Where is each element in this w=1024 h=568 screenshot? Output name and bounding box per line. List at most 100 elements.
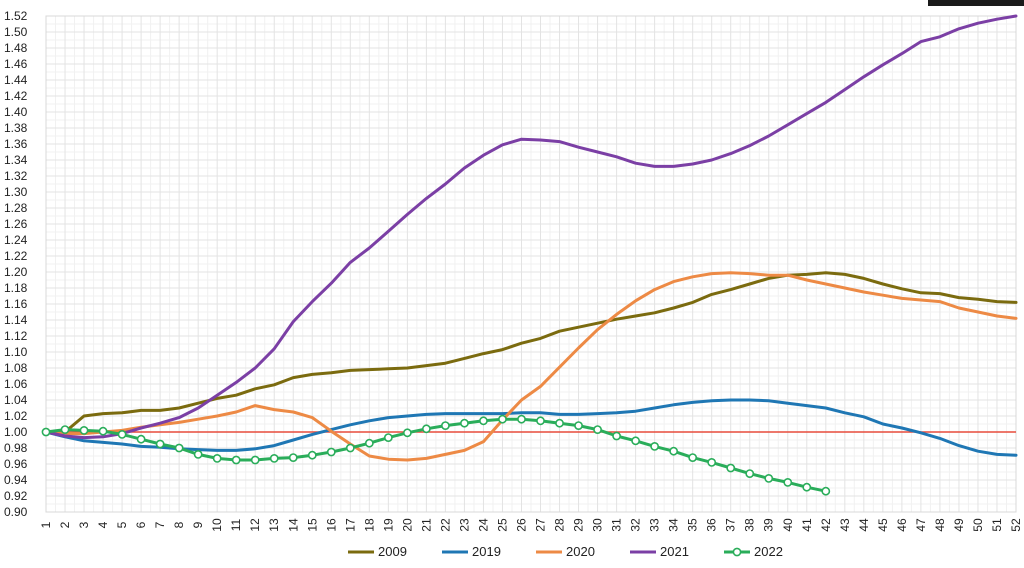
series-point-2022: [328, 448, 335, 455]
x-tick-label: 33: [648, 518, 662, 532]
y-tick-label: 1.16: [4, 297, 28, 311]
x-tick-label: 40: [781, 518, 795, 532]
x-tick-label: 10: [210, 518, 224, 532]
x-tick-label: 29: [572, 518, 586, 532]
x-tick-label: 26: [514, 518, 528, 532]
y-tick-label: 0.94: [4, 473, 28, 487]
series-point-2022: [803, 484, 810, 491]
y-tick-label: 1.46: [4, 57, 28, 71]
x-tick-label: 15: [305, 518, 319, 532]
x-tick-label: 36: [705, 518, 719, 532]
series-point-2022: [271, 455, 278, 462]
corner-decoration: [928, 0, 1024, 6]
series-point-2022: [537, 417, 544, 424]
y-tick-label: 1.18: [4, 281, 28, 295]
x-tick-label: 11: [229, 518, 243, 531]
series-point-2022: [423, 425, 430, 432]
legend-label-2021: 2021: [660, 544, 689, 559]
series-point-2022: [442, 422, 449, 429]
x-tick-label: 12: [248, 518, 262, 532]
series-point-2022: [347, 444, 354, 451]
x-tick-label: 50: [971, 518, 985, 532]
y-tick-label: 1.22: [4, 249, 28, 263]
x-tick-label: 18: [362, 518, 376, 532]
series-point-2022: [80, 427, 87, 434]
x-tick-label: 45: [876, 518, 890, 532]
series-point-2022: [670, 448, 677, 455]
y-tick-label: 1.10: [4, 345, 28, 359]
series-point-2022: [309, 452, 316, 459]
x-tick-label: 27: [534, 518, 548, 532]
y-tick-label: 1.30: [4, 185, 28, 199]
y-tick-label: 1.42: [4, 89, 28, 103]
series-point-2022: [176, 444, 183, 451]
y-tick-label: 1.52: [4, 9, 28, 23]
x-tick-label: 41: [800, 518, 814, 532]
series-point-2022: [233, 456, 240, 463]
x-tick-label: 24: [476, 518, 490, 532]
series-point-2022: [765, 475, 772, 482]
series-point-2022: [784, 479, 791, 486]
y-tick-label: 1.00: [4, 425, 28, 439]
series-point-2022: [99, 428, 106, 435]
series-point-2022: [746, 470, 753, 477]
x-tick-label: 19: [381, 518, 395, 532]
series-point-2022: [42, 428, 49, 435]
series-point-2022: [252, 456, 259, 463]
x-tick-label: 25: [495, 518, 509, 532]
x-tick-label: 17: [343, 518, 357, 532]
series-point-2022: [480, 417, 487, 424]
series-point-2022: [651, 443, 658, 450]
x-tick-label: 51: [990, 518, 1004, 532]
series-point-2022: [195, 451, 202, 458]
x-tick-label: 48: [933, 518, 947, 532]
y-tick-label: 1.12: [4, 329, 28, 343]
x-tick-label: 7: [153, 521, 167, 528]
x-tick-label: 34: [667, 518, 681, 532]
series-point-2022: [461, 420, 468, 427]
x-tick-label: 5: [115, 521, 129, 528]
y-tick-label: 1.50: [4, 25, 28, 39]
x-tick-label: 22: [438, 518, 452, 532]
x-tick-label: 14: [286, 518, 300, 532]
y-tick-label: 0.96: [4, 457, 28, 471]
x-tick-label: 31: [610, 518, 624, 532]
x-tick-label: 4: [96, 521, 110, 528]
x-tick-label: 21: [419, 518, 433, 532]
y-tick-label: 0.90: [4, 505, 28, 519]
y-tick-label: 1.08: [4, 361, 28, 375]
x-tick-label: 32: [629, 518, 643, 532]
x-tick-label: 9: [191, 521, 205, 528]
x-tick-label: 28: [553, 518, 567, 532]
series-point-2022: [594, 426, 601, 433]
series-point-2022: [708, 459, 715, 466]
y-tick-label: 1.26: [4, 217, 28, 231]
series-point-2022: [137, 436, 144, 443]
y-tick-label: 1.24: [4, 233, 28, 247]
x-tick-label: 37: [724, 518, 738, 532]
x-tick-label: 43: [838, 518, 852, 532]
legend-label-2022: 2022: [754, 544, 783, 559]
y-tick-label: 1.14: [4, 313, 28, 327]
y-tick-label: 1.40: [4, 105, 28, 119]
x-tick-label: 47: [914, 518, 928, 532]
y-tick-label: 1.04: [4, 393, 28, 407]
series-point-2022: [518, 416, 525, 423]
x-tick-label: 20: [400, 518, 414, 532]
y-tick-label: 0.98: [4, 441, 28, 455]
x-tick-label: 2: [58, 521, 72, 528]
x-tick-label: 23: [457, 518, 471, 532]
series-point-2022: [404, 429, 411, 436]
y-tick-label: 1.06: [4, 377, 28, 391]
legend-label-2020: 2020: [566, 544, 595, 559]
series-point-2022: [214, 455, 221, 462]
series-point-2022: [61, 426, 68, 433]
y-tick-label: 1.44: [4, 73, 28, 87]
legend-label-2019: 2019: [472, 544, 501, 559]
legend-label-2009: 2009: [378, 544, 407, 559]
x-tick-label: 42: [819, 518, 833, 532]
x-tick-label: 39: [762, 518, 776, 532]
minor-gridlines: [46, 16, 1016, 512]
y-tick-label: 0.92: [4, 489, 28, 503]
